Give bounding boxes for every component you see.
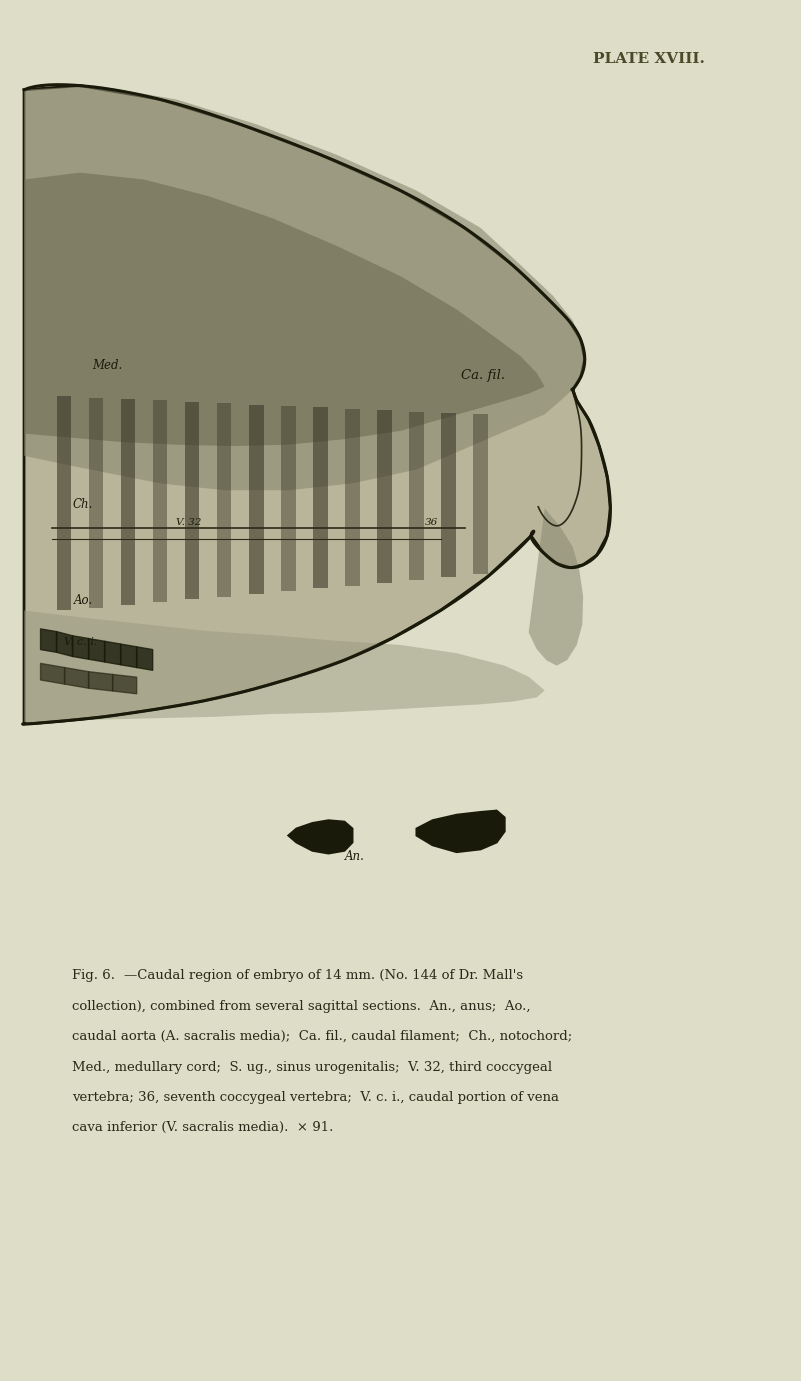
Text: vertebra; 36, seventh coccygeal vertebra;  V. c. i., caudal portion of vena: vertebra; 36, seventh coccygeal vertebra… [72,1091,559,1103]
Text: cava inferior (V. sacralis media).  × 91.: cava inferior (V. sacralis media). × 91. [72,1121,333,1134]
Text: 36: 36 [425,518,438,526]
Polygon shape [89,398,103,608]
Polygon shape [249,405,264,594]
Polygon shape [288,820,352,853]
Text: collection), combined from several sagittal sections.  An., anus;  Ao.,: collection), combined from several sagit… [72,1000,530,1012]
Polygon shape [24,610,545,724]
Text: Med., medullary cord;  S. ug., sinus urogenitalis;  V. 32, third coccygeal: Med., medullary cord; S. ug., sinus urog… [72,1061,552,1073]
Polygon shape [24,86,585,490]
Polygon shape [345,409,360,586]
Polygon shape [417,811,505,852]
Text: Med.: Med. [92,359,123,373]
Text: Ca. fil.: Ca. fil. [461,369,505,383]
Polygon shape [377,410,392,583]
Text: —Caudal region of embryo of 14 mm. (No. 144 of Dr. Mall's: —Caudal region of embryo of 14 mm. (No. … [124,969,523,982]
Polygon shape [57,396,71,610]
Polygon shape [313,407,328,588]
Polygon shape [217,403,231,597]
Polygon shape [281,406,296,591]
Polygon shape [473,414,488,574]
Polygon shape [121,399,135,605]
Text: caudal aorta (A. sacralis media);  Ca. fil., caudal filament;  Ch., notochord;: caudal aorta (A. sacralis media); Ca. fi… [72,1030,573,1043]
Text: PLATE XVIII.: PLATE XVIII. [593,52,705,66]
Polygon shape [24,173,545,446]
Text: Ch.: Ch. [72,497,92,511]
Text: An.: An. [344,849,364,863]
Polygon shape [409,412,424,580]
Polygon shape [24,86,610,724]
Text: Ao.: Ao. [74,594,93,608]
Polygon shape [185,402,199,599]
Text: S. ug.: S. ug. [453,836,486,849]
Polygon shape [529,508,583,666]
Polygon shape [441,413,456,577]
Text: V. c. i.: V. c. i. [64,637,98,648]
Text: Fig. 6.: Fig. 6. [72,969,115,982]
Polygon shape [153,400,167,602]
Text: V. 32: V. 32 [176,518,202,526]
